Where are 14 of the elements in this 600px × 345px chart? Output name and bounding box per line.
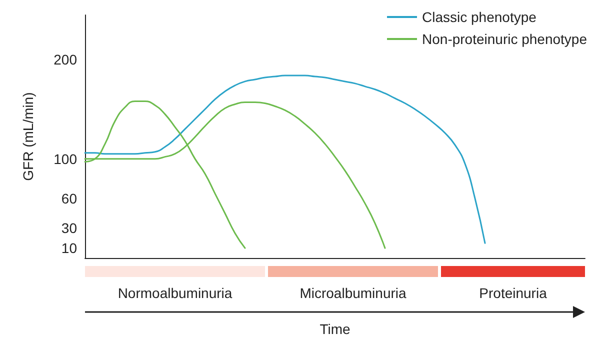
line-series <box>84 74 486 244</box>
legend-label: Classic phenotype <box>422 9 537 25</box>
y-axis-title: GFR (mL/min) <box>20 92 36 181</box>
y-tick-label: 30 <box>61 220 78 236</box>
text: Normoalbuminuria <box>118 285 232 301</box>
legend-label: Non-proteinuric phenotype <box>422 31 588 47</box>
y-tick-label: 200 <box>54 52 78 68</box>
text: Microalbuminuria <box>300 285 407 301</box>
y-tick-label: 60 <box>61 190 78 206</box>
text: Proteinuria <box>479 285 548 301</box>
line-series <box>84 102 386 249</box>
x-axis-title: Time <box>320 321 351 337</box>
y-tick-label: 10 <box>61 240 78 256</box>
y-tick-label: 100 <box>54 150 78 167</box>
